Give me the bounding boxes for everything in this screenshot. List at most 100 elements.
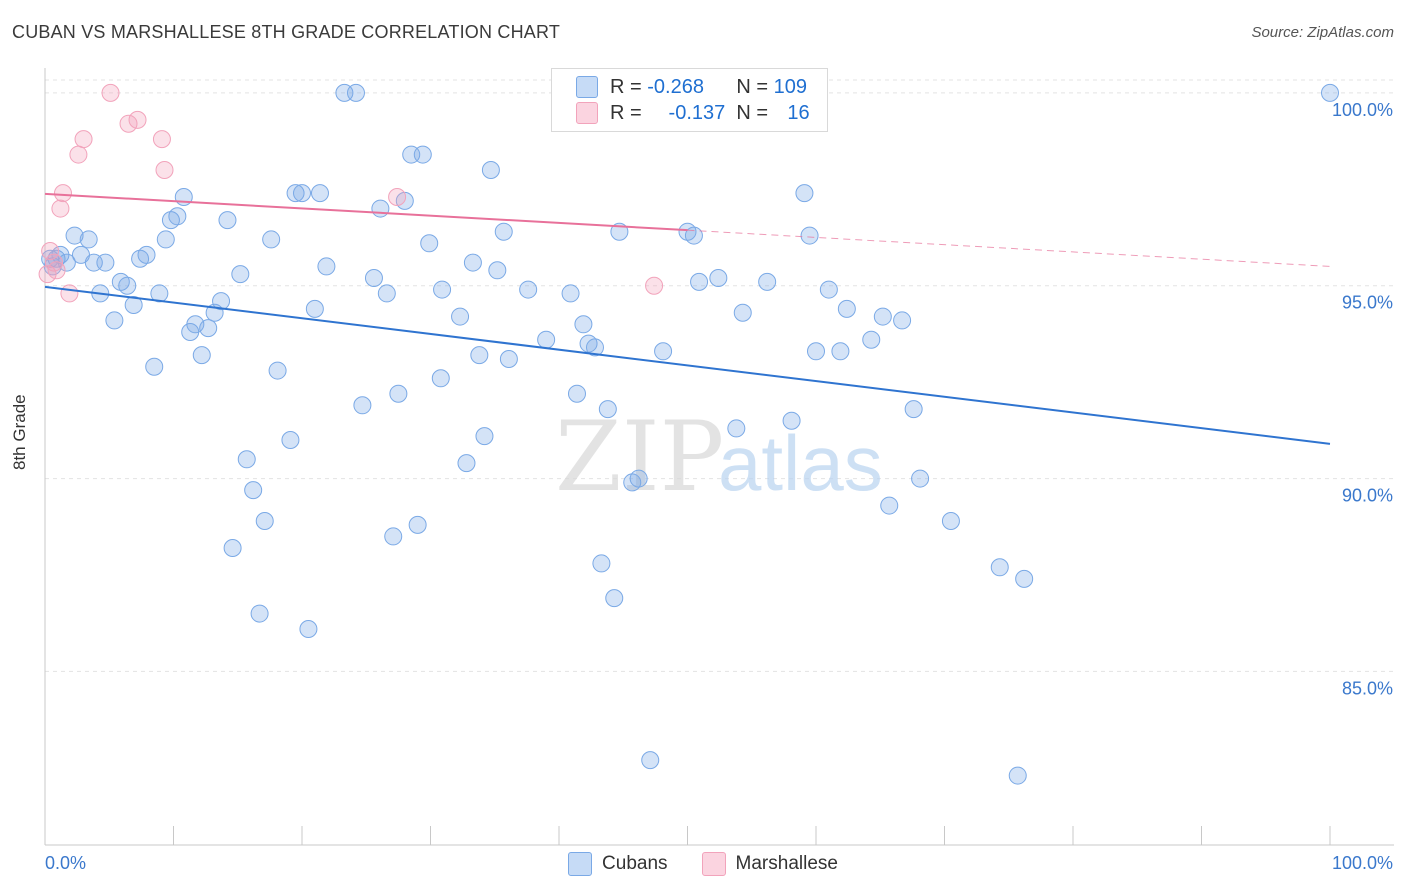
marshallese-point (101, 83, 120, 102)
marshallese-point (128, 110, 147, 129)
cubans-point (873, 307, 892, 326)
cubans-point (384, 527, 403, 546)
n-label: N = (736, 75, 769, 98)
cubans-point (499, 350, 518, 368)
cubans-point (305, 299, 324, 318)
cubans-point (629, 469, 648, 488)
cubans-point (990, 558, 1009, 577)
marshallese-trendline-extension (687, 229, 1331, 267)
cubans-point (654, 342, 673, 361)
cubans-point (481, 161, 500, 179)
cubans-point (150, 284, 169, 303)
marshallese-point (41, 242, 60, 260)
cubans-point (371, 199, 390, 218)
cubans-point (893, 311, 912, 330)
r-value: -0.137 (668, 101, 726, 124)
cubans-point (567, 384, 586, 403)
cubans-point (244, 481, 263, 500)
cubans-point (1008, 766, 1027, 785)
cubans-point (364, 269, 383, 287)
cubans-point (124, 296, 143, 314)
r-label: R = (610, 101, 642, 124)
cubans-point (831, 342, 850, 361)
cubans-point (420, 234, 439, 253)
marshallese-point (645, 276, 664, 295)
cubans-point (96, 253, 115, 272)
cubans-point (475, 427, 494, 446)
marshallese-point (69, 145, 88, 164)
cubans-point (65, 226, 84, 245)
n-value: 16 (787, 101, 810, 124)
cubans-point (262, 230, 281, 249)
cubans-point (286, 184, 305, 203)
cubans-point (118, 276, 137, 295)
x-tick-label: 0.0% (45, 853, 86, 873)
n-value: 109 (773, 75, 807, 98)
cubans-point (585, 338, 604, 357)
cubans-point (782, 411, 801, 430)
cubans-point (519, 280, 538, 299)
marshallese-point (51, 199, 70, 218)
cubans-point (598, 400, 617, 419)
marshallese-swatch (576, 102, 598, 124)
cubans-point (641, 751, 660, 770)
cubans-point (299, 620, 318, 638)
cubans-point (223, 539, 242, 557)
marshallese-point (152, 130, 171, 149)
cubans-point (237, 450, 256, 469)
cubans-point (346, 83, 365, 102)
cubans-point (537, 330, 556, 349)
cubans-point (941, 512, 960, 530)
cubans-point (57, 253, 76, 272)
watermark-zip: ZIP (555, 401, 724, 513)
cubans-point (684, 226, 703, 245)
y-tick-label: 90.0% (1342, 486, 1393, 506)
cubans-point (911, 469, 930, 488)
cubans-point (862, 330, 881, 349)
cubans-point (758, 272, 777, 291)
cubans-point (105, 311, 124, 330)
cubans-point (377, 284, 396, 303)
cubans-point (837, 299, 856, 318)
cubans-point (192, 346, 211, 365)
cubans-point (408, 515, 427, 534)
n-label: N = (736, 101, 769, 124)
y-tick-label: 100.0% (1332, 100, 1393, 120)
cubans-point (494, 222, 513, 241)
cubans-point (317, 257, 336, 276)
cubans-point (431, 369, 450, 388)
r-label: R = (610, 75, 642, 98)
y-tick-label: 85.0% (1342, 678, 1393, 698)
cubans-point (212, 292, 231, 311)
cubans-point (488, 261, 507, 280)
x-tick-label: 100.0% (1332, 853, 1393, 873)
marshallese-point (155, 161, 174, 179)
cubans-swatch (576, 76, 598, 98)
correlation-legend: R = -0.268 N = 109 R = -0.137 N = 16 (551, 68, 828, 132)
series-legend: Cubans Marshallese (0, 852, 1406, 876)
cubans-point (413, 145, 432, 164)
cubans-point (561, 284, 580, 303)
chart-title: CUBAN VS MARSHALLESE 8TH GRADE CORRELATI… (12, 22, 561, 42)
legend-item-cubans: Cubans (568, 852, 668, 876)
marshallese-point (74, 130, 93, 149)
cubans-point (451, 307, 470, 326)
cubans-point (1015, 569, 1034, 588)
cubans-point (800, 226, 819, 245)
cubans-point (389, 384, 408, 403)
cubans-point (470, 346, 489, 365)
marshallese-point (53, 184, 72, 203)
cubans-point (51, 245, 70, 264)
y-tick-label: 95.0% (1342, 293, 1393, 313)
cubans-point (690, 272, 709, 291)
cubans-point (880, 496, 899, 515)
cubans-point (310, 184, 329, 203)
watermark-atlas: atlas (718, 419, 883, 507)
marshallese-point (38, 265, 57, 284)
marshallese-point (119, 114, 138, 133)
cubans-point (250, 604, 269, 623)
cubans-point (79, 230, 98, 249)
cubans-point (727, 419, 746, 438)
marshallese-trendline (44, 192, 688, 232)
